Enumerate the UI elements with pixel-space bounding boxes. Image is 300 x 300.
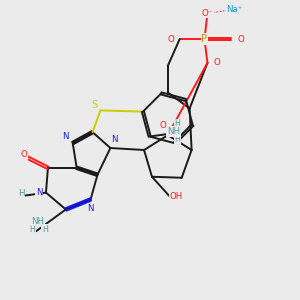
- Text: H: H: [18, 189, 25, 198]
- Text: S: S: [92, 100, 98, 110]
- Text: H: H: [174, 135, 180, 144]
- Text: N: N: [111, 135, 118, 144]
- Text: O: O: [160, 121, 166, 130]
- Text: O: O: [238, 34, 244, 43]
- Text: H: H: [29, 225, 35, 234]
- Text: O: O: [167, 34, 174, 43]
- Text: P: P: [202, 34, 208, 44]
- Text: N: N: [87, 204, 94, 213]
- Text: H: H: [42, 225, 48, 234]
- Text: NH: NH: [167, 127, 180, 136]
- Text: H: H: [174, 119, 180, 128]
- Text: N: N: [36, 188, 42, 197]
- Text: OH: OH: [169, 192, 182, 201]
- Text: O: O: [213, 58, 220, 67]
- Text: N: N: [62, 132, 69, 141]
- Text: NH: NH: [32, 217, 44, 226]
- Text: O⁻: O⁻: [202, 9, 213, 18]
- Text: Na⁺: Na⁺: [226, 5, 242, 14]
- Text: O: O: [21, 151, 28, 160]
